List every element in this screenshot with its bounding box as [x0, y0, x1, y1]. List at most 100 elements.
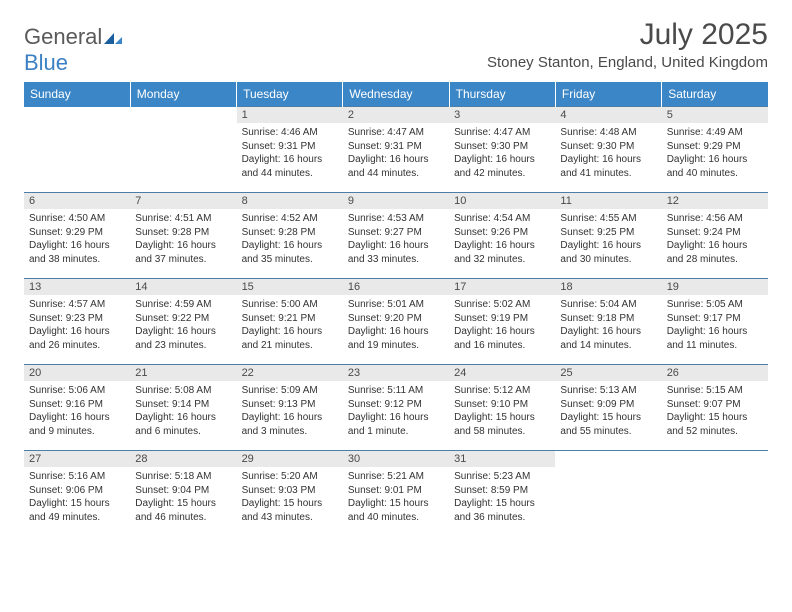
day-details: Sunrise: 4:56 AMSunset: 9:24 PMDaylight:…: [662, 209, 768, 270]
sunset-text: Sunset: 9:23 PM: [29, 312, 125, 326]
day-number: 30: [343, 451, 449, 467]
sunset-text: Sunset: 9:18 PM: [560, 312, 656, 326]
calendar-week-row: 13Sunrise: 4:57 AMSunset: 9:23 PMDayligh…: [24, 279, 768, 365]
calendar-cell: 7Sunrise: 4:51 AMSunset: 9:28 PMDaylight…: [130, 193, 236, 279]
daylight-text: Daylight: 16 hours: [242, 325, 338, 339]
calendar-cell: 5Sunrise: 4:49 AMSunset: 9:29 PMDaylight…: [662, 107, 768, 193]
daylight-text: and 33 minutes.: [348, 253, 444, 267]
daylight-text: and 41 minutes.: [560, 167, 656, 181]
day-details: Sunrise: 4:47 AMSunset: 9:31 PMDaylight:…: [343, 123, 449, 184]
day-details: Sunrise: 5:09 AMSunset: 9:13 PMDaylight:…: [237, 381, 343, 442]
calendar-cell: 16Sunrise: 5:01 AMSunset: 9:20 PMDayligh…: [343, 279, 449, 365]
calendar-cell: 9Sunrise: 4:53 AMSunset: 9:27 PMDaylight…: [343, 193, 449, 279]
calendar-cell: 18Sunrise: 5:04 AMSunset: 9:18 PMDayligh…: [555, 279, 661, 365]
calendar-cell: 29Sunrise: 5:20 AMSunset: 9:03 PMDayligh…: [237, 451, 343, 537]
day-number: 29: [237, 451, 343, 467]
daylight-text: and 19 minutes.: [348, 339, 444, 353]
day-number: 25: [555, 365, 661, 381]
calendar-cell: 4Sunrise: 4:48 AMSunset: 9:30 PMDaylight…: [555, 107, 661, 193]
day-number: 28: [130, 451, 236, 467]
daylight-text: and 14 minutes.: [560, 339, 656, 353]
sunrise-text: Sunrise: 5:02 AM: [454, 298, 550, 312]
day-number: 2: [343, 107, 449, 123]
weekday-header: Sunday: [24, 82, 130, 107]
logo-part1: General: [24, 24, 102, 49]
day-number: 24: [449, 365, 555, 381]
calendar-cell: 26Sunrise: 5:15 AMSunset: 9:07 PMDayligh…: [662, 365, 768, 451]
sunrise-text: Sunrise: 4:49 AM: [667, 126, 763, 140]
sunrise-text: Sunrise: 5:16 AM: [29, 470, 125, 484]
sunrise-text: Sunrise: 5:01 AM: [348, 298, 444, 312]
sunrise-text: Sunrise: 5:05 AM: [667, 298, 763, 312]
day-details: Sunrise: 5:04 AMSunset: 9:18 PMDaylight:…: [555, 295, 661, 356]
day-details: Sunrise: 5:11 AMSunset: 9:12 PMDaylight:…: [343, 381, 449, 442]
sunset-text: Sunset: 9:06 PM: [29, 484, 125, 498]
daylight-text: Daylight: 16 hours: [242, 153, 338, 167]
weekday-header: Thursday: [449, 82, 555, 107]
daylight-text: and 32 minutes.: [454, 253, 550, 267]
title-block: July 2025 Stoney Stanton, England, Unite…: [487, 18, 768, 71]
day-details: Sunrise: 4:48 AMSunset: 9:30 PMDaylight:…: [555, 123, 661, 184]
day-number: 21: [130, 365, 236, 381]
day-details: Sunrise: 4:47 AMSunset: 9:30 PMDaylight:…: [449, 123, 555, 184]
day-details: Sunrise: 4:54 AMSunset: 9:26 PMDaylight:…: [449, 209, 555, 270]
sunrise-text: Sunrise: 5:12 AM: [454, 384, 550, 398]
sunset-text: Sunset: 9:26 PM: [454, 226, 550, 240]
sunset-text: Sunset: 9:21 PM: [242, 312, 338, 326]
daylight-text: and 36 minutes.: [454, 511, 550, 525]
calendar-cell: [662, 451, 768, 537]
daylight-text: and 9 minutes.: [29, 425, 125, 439]
day-number: 17: [449, 279, 555, 295]
calendar-cell: 25Sunrise: 5:13 AMSunset: 9:09 PMDayligh…: [555, 365, 661, 451]
daylight-text: Daylight: 16 hours: [29, 239, 125, 253]
daylight-text: Daylight: 16 hours: [135, 325, 231, 339]
daylight-text: Daylight: 15 hours: [135, 497, 231, 511]
daylight-text: Daylight: 16 hours: [454, 239, 550, 253]
daylight-text: and 16 minutes.: [454, 339, 550, 353]
daylight-text: Daylight: 16 hours: [348, 239, 444, 253]
sunrise-text: Sunrise: 4:59 AM: [135, 298, 231, 312]
calendar-week-row: 1Sunrise: 4:46 AMSunset: 9:31 PMDaylight…: [24, 107, 768, 193]
daylight-text: Daylight: 16 hours: [560, 239, 656, 253]
day-details: Sunrise: 5:15 AMSunset: 9:07 PMDaylight:…: [662, 381, 768, 442]
sunset-text: Sunset: 9:03 PM: [242, 484, 338, 498]
daylight-text: Daylight: 16 hours: [454, 153, 550, 167]
sunrise-text: Sunrise: 4:46 AM: [242, 126, 338, 140]
calendar-cell: 28Sunrise: 5:18 AMSunset: 9:04 PMDayligh…: [130, 451, 236, 537]
calendar-cell: 1Sunrise: 4:46 AMSunset: 9:31 PMDaylight…: [237, 107, 343, 193]
calendar-cell: 17Sunrise: 5:02 AMSunset: 9:19 PMDayligh…: [449, 279, 555, 365]
daylight-text: Daylight: 16 hours: [29, 411, 125, 425]
calendar-cell: 24Sunrise: 5:12 AMSunset: 9:10 PMDayligh…: [449, 365, 555, 451]
daylight-text: and 43 minutes.: [242, 511, 338, 525]
sunset-text: Sunset: 9:24 PM: [667, 226, 763, 240]
daylight-text: and 37 minutes.: [135, 253, 231, 267]
day-number: 19: [662, 279, 768, 295]
sunset-text: Sunset: 9:17 PM: [667, 312, 763, 326]
sunset-text: Sunset: 9:04 PM: [135, 484, 231, 498]
daylight-text: Daylight: 16 hours: [454, 325, 550, 339]
day-number: 15: [237, 279, 343, 295]
day-number: 4: [555, 107, 661, 123]
sunrise-text: Sunrise: 5:11 AM: [348, 384, 444, 398]
day-number: 14: [130, 279, 236, 295]
daylight-text: Daylight: 15 hours: [667, 411, 763, 425]
day-number: 12: [662, 193, 768, 209]
daylight-text: and 26 minutes.: [29, 339, 125, 353]
day-number: 9: [343, 193, 449, 209]
sunset-text: Sunset: 8:59 PM: [454, 484, 550, 498]
daylight-text: Daylight: 16 hours: [242, 239, 338, 253]
daylight-text: Daylight: 16 hours: [348, 411, 444, 425]
sunset-text: Sunset: 9:28 PM: [135, 226, 231, 240]
calendar-cell: 31Sunrise: 5:23 AMSunset: 8:59 PMDayligh…: [449, 451, 555, 537]
day-details: Sunrise: 4:55 AMSunset: 9:25 PMDaylight:…: [555, 209, 661, 270]
day-number: 10: [449, 193, 555, 209]
sunset-text: Sunset: 9:09 PM: [560, 398, 656, 412]
sunset-text: Sunset: 9:30 PM: [454, 140, 550, 154]
location-text: Stoney Stanton, England, United Kingdom: [487, 54, 768, 71]
daylight-text: and 35 minutes.: [242, 253, 338, 267]
day-number: 5: [662, 107, 768, 123]
daylight-text: Daylight: 16 hours: [348, 153, 444, 167]
sunrise-text: Sunrise: 5:06 AM: [29, 384, 125, 398]
weekday-header: Tuesday: [237, 82, 343, 107]
day-number: 20: [24, 365, 130, 381]
